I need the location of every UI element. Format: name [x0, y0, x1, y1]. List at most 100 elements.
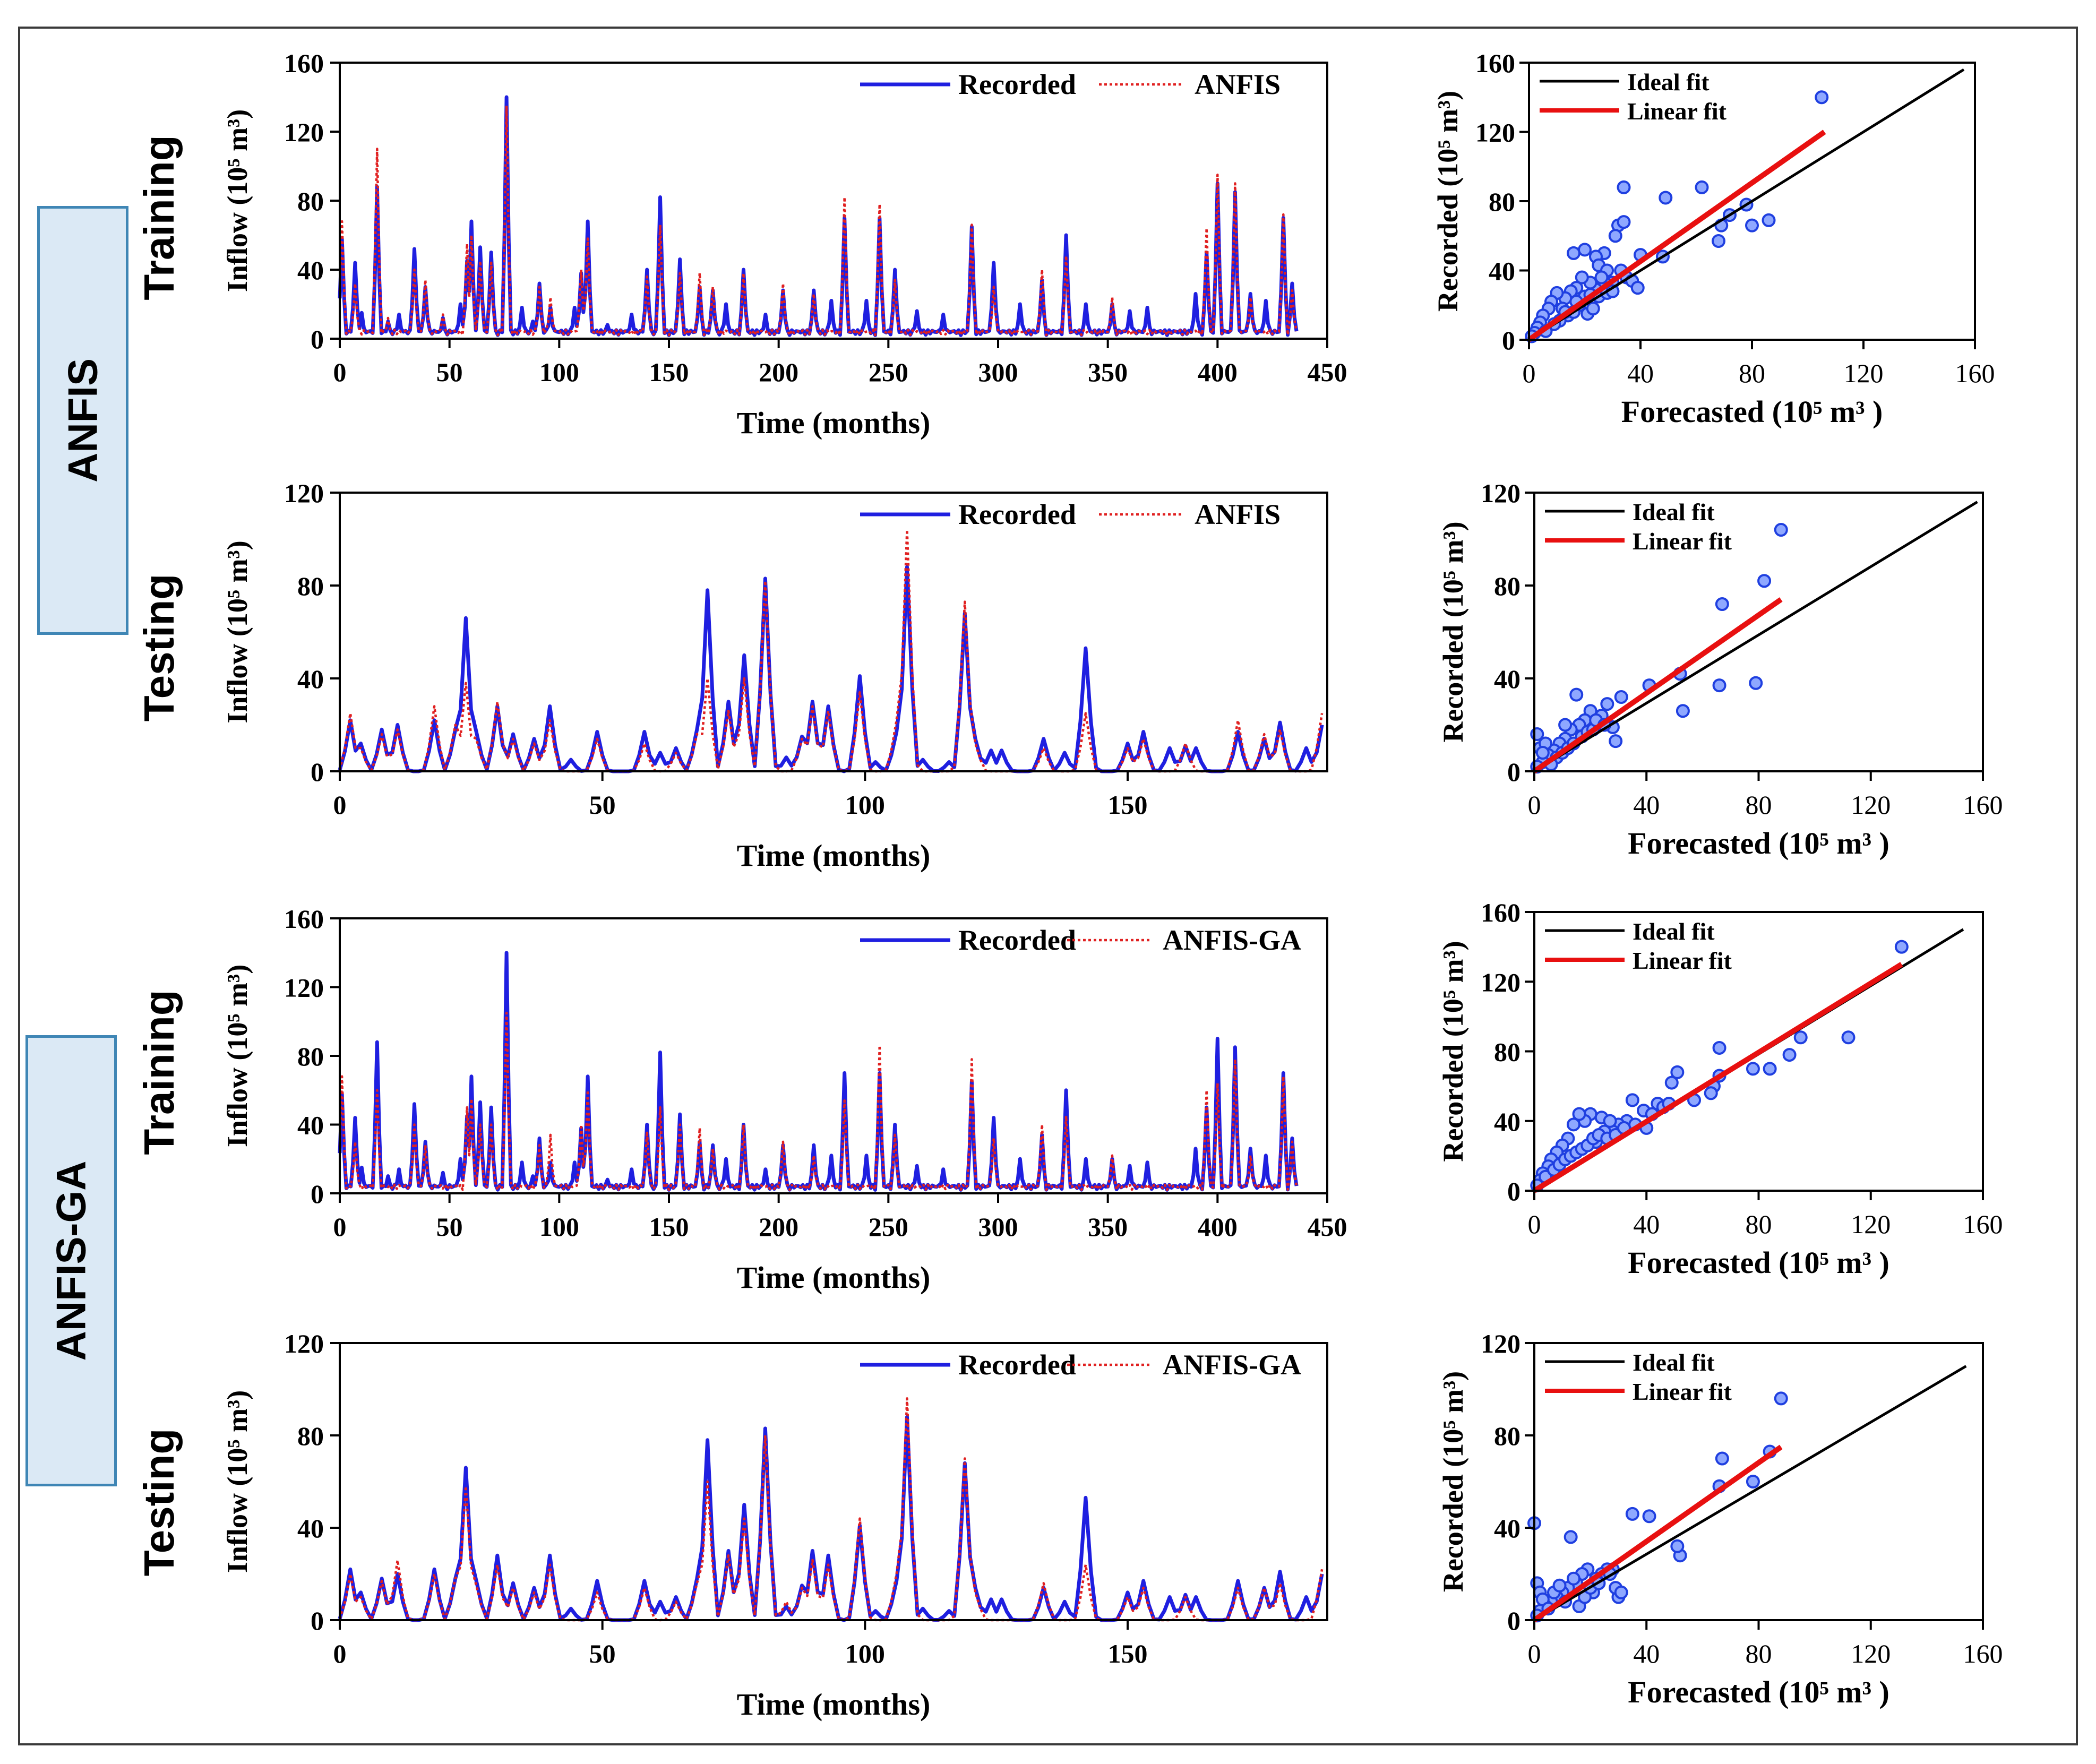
data-point: [1664, 1075, 1679, 1090]
y-axis-label: Inflow (10⁵ m³): [221, 1390, 253, 1573]
data-point: [1558, 718, 1573, 732]
x-tick-label: 0: [333, 357, 347, 387]
data-point: [1774, 523, 1788, 537]
data-point: [1552, 1578, 1567, 1593]
plot-area: [339, 1342, 1328, 1621]
data-point: [1614, 690, 1628, 704]
legend-label-recorded: Recorded: [958, 924, 1076, 956]
series-line-anfis: [338, 105, 1298, 337]
y-tick-label: 80: [1494, 571, 1521, 601]
legend-label-linear-fit: Linear fit: [1633, 528, 1732, 555]
series-line-recorded: [338, 95, 1299, 337]
x-tick-label: 120: [1851, 1209, 1891, 1239]
data-point: [1659, 191, 1673, 205]
x-tick-label: 120: [1851, 790, 1891, 820]
x-tick-label: 80: [1746, 1639, 1772, 1668]
data-point: [1670, 1539, 1685, 1553]
x-axis-label: Forecasted (10⁵ m³ ): [1621, 394, 1883, 429]
y-tick-label: 80: [297, 1421, 324, 1451]
x-tick-label: 100: [539, 1212, 579, 1242]
x-tick-label: 350: [1088, 357, 1128, 387]
data-point: [1793, 1030, 1808, 1045]
x-tick-label: 160: [1963, 1209, 2003, 1239]
y-tick-label: 120: [284, 973, 324, 1003]
x-tick-label: 150: [1108, 790, 1148, 820]
linear-fit-line: [1533, 1444, 1783, 1623]
series-line-anfis: [338, 528, 1324, 773]
data-point: [1749, 676, 1763, 690]
x-tick-label: 160: [1963, 1639, 2003, 1668]
y-tick-label: 80: [297, 186, 324, 216]
y-tick-label: 80: [297, 1042, 324, 1071]
figure-frame: [18, 27, 2078, 1745]
data-point: [1715, 597, 1729, 611]
x-tick-label: 50: [589, 790, 616, 820]
data-point: [1774, 1391, 1788, 1406]
x-tick-label: 0: [1528, 790, 1541, 820]
scatter-panel-2: 0 40 80 120 0 40 80 120 160 Forecasted (10⁵ m³ ) R…: [1437, 478, 2003, 861]
data-point: [1566, 1117, 1580, 1132]
series-line-recorded: [338, 1415, 1324, 1622]
legend-label-linear-fit: Linear fit: [1633, 1378, 1732, 1405]
x-tick-label: 80: [1746, 790, 1772, 820]
legend-label-model: ANFIS-GA: [1163, 1349, 1301, 1381]
x-tick-label: 400: [1198, 357, 1238, 387]
y-tick-label: 80: [1489, 187, 1515, 217]
data-point: [1642, 1509, 1656, 1524]
data-point: [1630, 281, 1645, 295]
data-point: [1609, 734, 1623, 748]
x-tick-label: 40: [1627, 358, 1654, 388]
x-tick-label: 0: [333, 790, 347, 820]
data-point: [1712, 234, 1725, 248]
scatter-panel-4: 0 40 80 120 0 40 80 120 160 Forecasted (10⁵ m³ ) R…: [1437, 1329, 2003, 1709]
x-tick-label: 400: [1198, 1212, 1238, 1242]
timeseries-panel-4: 0 40 80 120 0 50 100 150 Time (months) Inflow (10…: [221, 1329, 1328, 1722]
y-tick-label: 0: [1502, 325, 1515, 355]
x-tick-label: 250: [869, 357, 908, 387]
x-tick-label: 80: [1746, 1209, 1772, 1239]
x-tick-label: 40: [1633, 1639, 1660, 1668]
data-point: [1745, 218, 1759, 233]
model-box-anfis-ga: ANFIS-GA: [25, 1035, 117, 1486]
x-tick-label: 120: [1844, 358, 1884, 388]
data-point: [1712, 678, 1726, 693]
y-tick-label: 120: [284, 1329, 324, 1358]
legend-label-ideal-fit: Ideal fit: [1633, 918, 1715, 945]
legend-label-recorded: Recorded: [958, 498, 1076, 530]
x-tick-label: 160: [1955, 358, 1995, 388]
data-point: [1578, 243, 1592, 257]
x-tick-label: 40: [1633, 790, 1660, 820]
y-axis-label: Recorded (10⁵ m³): [1437, 1371, 1469, 1592]
y-tick-label: 120: [284, 117, 324, 147]
x-tick-label: 450: [1308, 1212, 1347, 1242]
x-tick-label: 160: [1963, 790, 2003, 820]
y-tick-label: 120: [1475, 118, 1515, 148]
data-point: [1712, 1040, 1726, 1055]
scatter-panel-1: 0 40 80 120 160 0 40 80 120 160 Forecasted (10⁵ m³…: [1432, 48, 1995, 429]
y-tick-label: 0: [1507, 1176, 1521, 1206]
x-tick-label: 0: [1528, 1209, 1541, 1239]
data-point: [1815, 90, 1829, 105]
data-point: [1676, 704, 1690, 718]
x-tick-label: 100: [845, 790, 885, 820]
y-tick-label: 80: [297, 571, 324, 601]
y-tick-label: 40: [1489, 256, 1515, 286]
y-tick-label: 40: [1494, 664, 1521, 694]
plot-area: [339, 492, 1328, 772]
x-tick-label: 300: [978, 357, 1018, 387]
y-axis-label: Recorded (10⁵ m³): [1437, 941, 1469, 1161]
x-tick-label: 120: [1851, 1639, 1891, 1668]
y-tick-label: 80: [1494, 1037, 1521, 1067]
data-point: [1594, 270, 1609, 285]
y-tick-label: 0: [311, 757, 324, 787]
x-axis-label: Forecasted (10⁵ m³ ): [1628, 1245, 1889, 1280]
data-point: [1608, 229, 1622, 243]
data-point: [1715, 1451, 1729, 1466]
legend-label-ideal-fit: Ideal fit: [1633, 1349, 1715, 1376]
data-point: [1762, 213, 1776, 227]
x-tick-label: 0: [333, 1212, 347, 1242]
x-tick-label: 50: [589, 1639, 616, 1668]
y-tick-label: 40: [297, 664, 324, 694]
ideal-fit-line: [1533, 501, 1978, 773]
